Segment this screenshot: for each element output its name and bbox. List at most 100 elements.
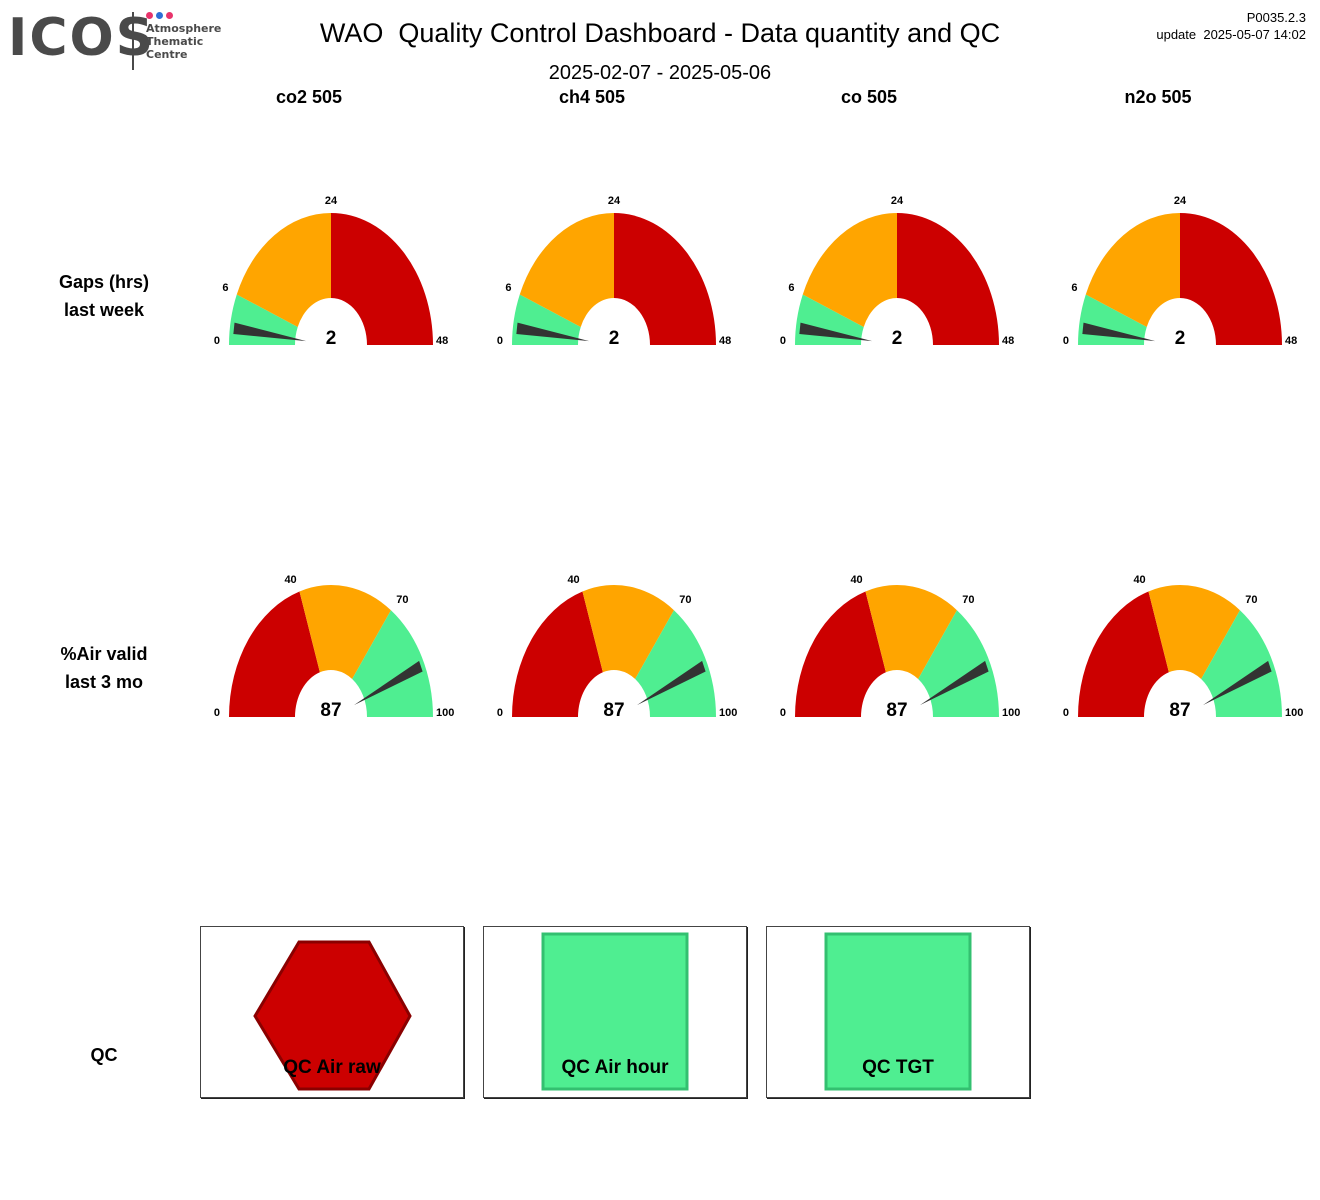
column-title-co: co 505 <box>840 87 898 107</box>
column-title-ch4: ch4 505 <box>558 87 626 107</box>
version-info: P0035.2.3 update 2025-05-07 14:02 <box>1156 9 1306 43</box>
gaps-gauge-tick-label: 48 <box>1285 335 1297 347</box>
air-gauge-value: 87 <box>1169 700 1190 721</box>
air-gauge-tick-label: 100 <box>1002 707 1020 719</box>
air-gauge-needle-icon <box>919 660 989 706</box>
air-gauge-tick-label: 40 <box>850 574 862 586</box>
gaps-gauge-tick-label: 0 <box>497 335 503 347</box>
qc-tgt-label: QC TGT <box>862 1057 934 1078</box>
air-gauge-value: 87 <box>603 700 624 721</box>
logo-subtitle: Atmosphere Thematic Centre <box>146 22 221 61</box>
air-gauge-tick-label: 70 <box>1245 594 1257 606</box>
gaps-gauge-band-2 <box>1180 213 1282 345</box>
gaps-gauge-tick-label: 0 <box>214 335 220 347</box>
air-gauge-band-1 <box>582 585 674 679</box>
air-gauge-band-0 <box>795 591 886 717</box>
air-gauge-band-0 <box>512 591 603 717</box>
air-gauge-3: 0 40 70 100 87 <box>1063 574 1303 721</box>
air-gauge-tick-label: 70 <box>679 594 691 606</box>
gaps-gauge-needle-icon <box>233 322 307 342</box>
air-gauge-band-1 <box>1148 585 1240 679</box>
gaps-gauge-tick-label: 24 <box>1174 195 1187 207</box>
qc-tgt-panel: QC TGT <box>766 926 1030 1098</box>
qc-air-hour-panel: QC Air hour <box>483 926 747 1098</box>
logo-dot-pink-icon <box>166 12 173 19</box>
gaps-gauge-band-1 <box>519 213 614 328</box>
air-gauge-tick-label: 70 <box>396 594 408 606</box>
air-gauge-band-1 <box>299 585 391 679</box>
qc-air-raw-label: QC Air raw <box>283 1057 381 1078</box>
logo-dot-pink-icon <box>146 12 153 19</box>
gaps-gauge-1: 0 6 24 48 2 <box>497 195 731 349</box>
air-gauge-tick-label: 70 <box>962 594 974 606</box>
air-gauge-band-2 <box>352 610 433 717</box>
gaps-gauge-tick-label: 48 <box>1002 335 1014 347</box>
air-gauge-tick-label: 0 <box>780 707 786 719</box>
air-gauge-tick-label: 100 <box>436 707 454 719</box>
gaps-gauge-tick-label: 0 <box>780 335 786 347</box>
gaps-gauge-tick-label: 6 <box>1071 282 1077 294</box>
gaps-gauge-band-1 <box>802 213 897 328</box>
gaps-gauge-tick-label: 0 <box>1063 335 1069 347</box>
qc-air-hour-square-icon <box>541 932 689 1091</box>
column-title-co2: co2 505 <box>275 87 343 107</box>
qc-air-hour-label: QC Air hour <box>561 1057 669 1078</box>
gaps-gauge-0: 0 6 24 48 2 <box>214 195 448 349</box>
air-gauge-needle-icon <box>1202 660 1272 706</box>
logo-divider <box>132 12 134 70</box>
row-label-line: last 3 mo <box>64 672 144 692</box>
qc-tgt-square-icon <box>824 932 972 1091</box>
gaps-gauge-needle-icon <box>799 322 873 342</box>
air-gauge-band-2 <box>1201 610 1282 717</box>
air-gauge-band-0 <box>1078 591 1169 717</box>
gaps-gauge-band-1 <box>236 213 331 328</box>
gaps-gauge-value: 2 <box>892 328 903 349</box>
gaps-gauge-value: 2 <box>326 328 337 349</box>
date-range: 2025-02-07 - 2025-05-06 <box>548 62 772 84</box>
gaps-gauge-tick-label: 24 <box>325 195 338 207</box>
gaps-gauge-tick-label: 48 <box>436 335 448 347</box>
air-gauge-needle-icon <box>353 660 423 706</box>
qc-air-raw-hexagon-icon <box>253 940 412 1091</box>
gaps-gauge-tick-label: 24 <box>608 195 621 207</box>
gaps-gauge-2: 0 6 24 48 2 <box>780 195 1014 349</box>
air-gauge-tick-label: 0 <box>214 707 220 719</box>
gaps-gauge-tick-label: 24 <box>891 195 904 207</box>
logo-subtitle-line: Thematic <box>146 35 204 48</box>
air-gauge-tick-label: 0 <box>1063 707 1069 719</box>
gaps-gauge-value: 2 <box>1175 328 1186 349</box>
air-gauge-band-2 <box>635 610 716 717</box>
gaps-gauge-tick-label: 6 <box>788 282 794 294</box>
air-gauge-tick-label: 40 <box>567 574 579 586</box>
gaps-gauge-tick-label: 6 <box>222 282 228 294</box>
air-gauge-tick-label: 100 <box>719 707 737 719</box>
air-gauge-2: 0 40 70 100 87 <box>780 574 1020 721</box>
gaps-gauge-tick-label: 6 <box>505 282 511 294</box>
air-gauge-tick-label: 40 <box>1133 574 1145 586</box>
version-number: P0035.2.3 <box>1246 10 1306 25</box>
air-gauge-tick-label: 40 <box>284 574 296 586</box>
row-label-qc: QC <box>90 1045 118 1065</box>
air-gauge-value: 87 <box>886 700 907 721</box>
air-gauge-band-0 <box>229 591 320 717</box>
air-gauge-tick-label: 0 <box>497 707 503 719</box>
row-label-line: last week <box>63 300 145 320</box>
gaps-gauge-band-2 <box>614 213 716 345</box>
page-title: WAO Quality Control Dashboard - Data qua… <box>319 18 1001 48</box>
air-gauge-0: 0 40 70 100 87 <box>214 574 454 721</box>
gaps-gauge-tick-label: 48 <box>719 335 731 347</box>
column-title-n2o: n2o 505 <box>1124 87 1192 107</box>
air-gauge-band-2 <box>918 610 999 717</box>
row-label-air-valid: %Air valid last 3 mo <box>4 640 204 696</box>
logo-subtitle-line: Centre <box>146 48 188 61</box>
gaps-gauge-needle-icon <box>1082 322 1156 342</box>
gaps-gauge-3: 0 6 24 48 2 <box>1063 195 1297 349</box>
icos-logo: ICOS <box>8 8 156 68</box>
air-gauge-value: 87 <box>320 700 341 721</box>
air-gauge-band-1 <box>865 585 957 679</box>
row-label-gaps: Gaps (hrs) last week <box>4 268 204 324</box>
logo-subtitle-line: Atmosphere <box>146 22 222 35</box>
gaps-gauge-needle-icon <box>516 322 590 342</box>
update-timestamp: update 2025-05-07 14:02 <box>1156 27 1306 42</box>
gaps-gauge-band-1 <box>1085 213 1180 328</box>
